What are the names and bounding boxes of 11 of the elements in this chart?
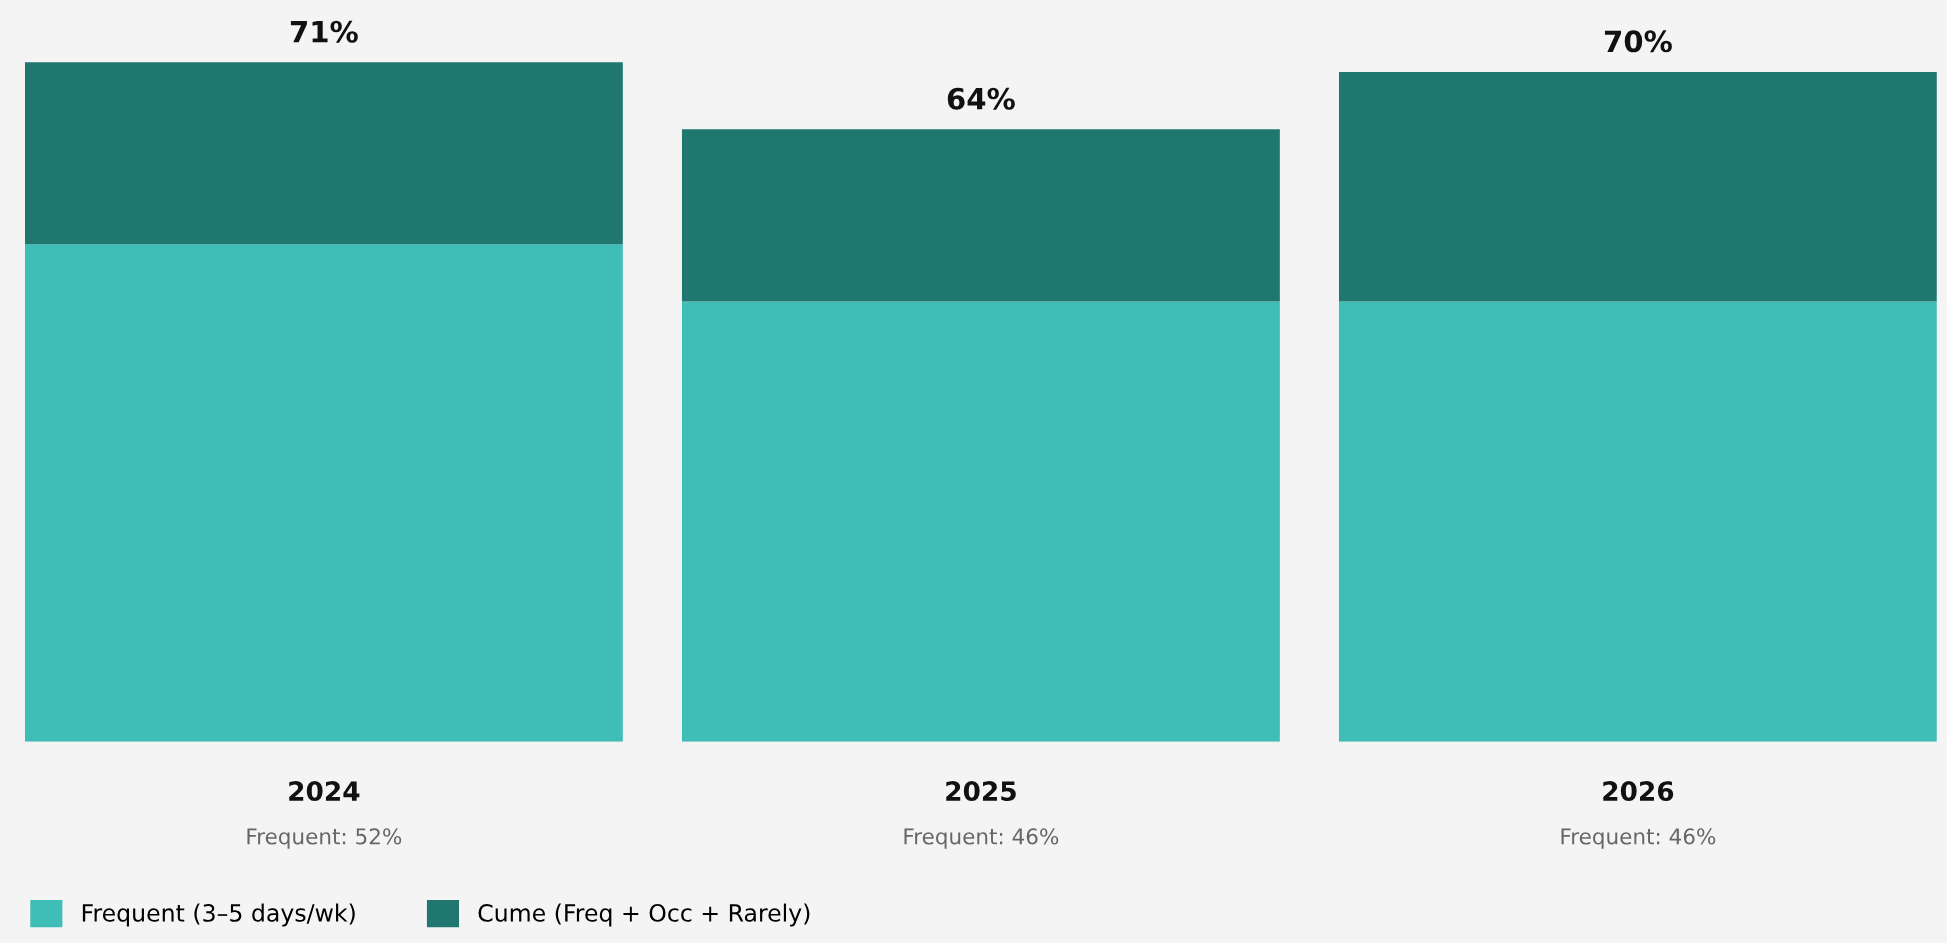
x-tick-label: 2025 bbox=[946, 781, 1016, 802]
legend-label: Frequent (3–5 days/wk) bbox=[82, 903, 355, 927]
x-tick-label: 2026 bbox=[1603, 781, 1674, 802]
data-label: Frequent: 46% bbox=[1561, 828, 1716, 849]
data-label: Frequent: 46% bbox=[904, 828, 1059, 849]
total-label: 64% bbox=[947, 87, 1015, 110]
x-tick-label: 2024 bbox=[289, 781, 360, 802]
legend-label: Cume (Freq + Occ + Rarely) bbox=[478, 903, 810, 927]
data-label: Frequent: 52% bbox=[247, 828, 402, 849]
total-label: 70% bbox=[1604, 30, 1672, 53]
total-label: 71% bbox=[290, 20, 358, 43]
